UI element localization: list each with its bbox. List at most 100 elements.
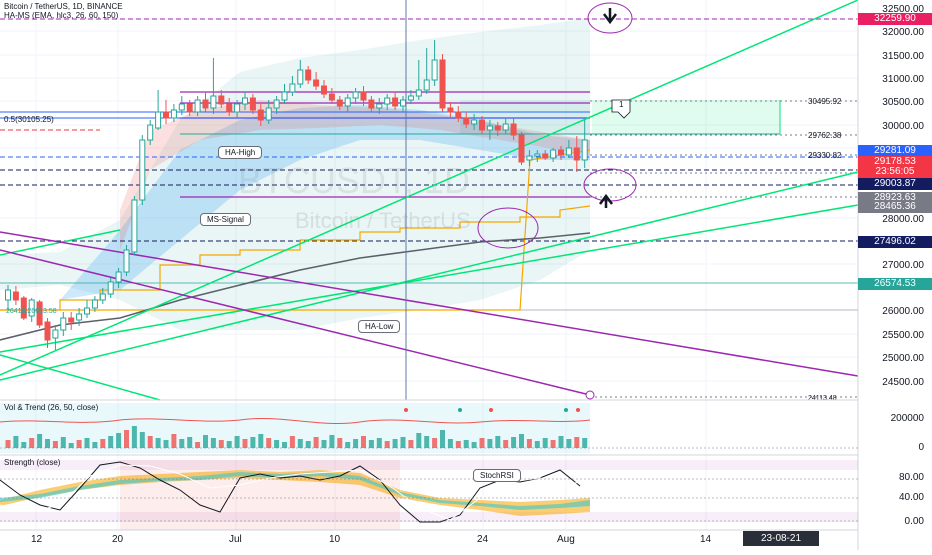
- price-tag: 29281.09: [858, 145, 932, 157]
- volume-bar: [76, 440, 82, 448]
- symbol-title[interactable]: Bitcoin / TetherUS, 1D, BINANCE: [4, 2, 123, 11]
- candle-body: [84, 307, 90, 315]
- price-tag: 27496.02: [858, 236, 932, 248]
- candle-body: [352, 91, 359, 99]
- volume-bar: [163, 440, 169, 448]
- volume-bar: [368, 440, 374, 448]
- strength-panel-title[interactable]: Strength (close): [4, 458, 61, 467]
- candle-body: [400, 99, 406, 107]
- volume-bar: [116, 433, 122, 448]
- candle-body: [581, 139, 588, 161]
- volume-bar: [250, 437, 256, 448]
- candle-body: [115, 271, 122, 283]
- volume-bar: [487, 439, 493, 448]
- indicator-title[interactable]: HA-MS (EMA, hlc3, 26, 60, 150): [4, 11, 119, 20]
- candle-body: [471, 119, 478, 125]
- volume-bar: [289, 436, 295, 448]
- candle-body: [534, 153, 541, 157]
- candle-body: [131, 199, 138, 253]
- date-tick: 14: [700, 534, 712, 545]
- volume-bar: [266, 438, 272, 448]
- dashed-levels: [0, 18, 858, 242]
- candle-body: [147, 124, 154, 141]
- candle-body: [52, 329, 59, 339]
- volume-bar: [511, 437, 517, 448]
- candle-body: [368, 99, 375, 109]
- candle-body: [170, 109, 177, 119]
- date-tick: 12: [31, 534, 43, 545]
- ha-high-callout: HA-High: [218, 146, 263, 159]
- candle-body: [257, 109, 264, 121]
- volume-bar: [463, 440, 469, 448]
- volume-bar: [242, 439, 248, 448]
- strength-panel[interactable]: [0, 460, 858, 530]
- vol-panel[interactable]: [0, 403, 858, 453]
- candle-body: [344, 97, 351, 107]
- candle-body: [234, 103, 241, 113]
- volume-bar: [534, 441, 540, 448]
- strength-tick: 40.00: [898, 492, 924, 503]
- candle-body: [550, 149, 557, 159]
- price-tick: 26000.00: [882, 306, 924, 317]
- candle-body: [107, 281, 114, 295]
- price-tag: 29003.87: [858, 178, 932, 190]
- date-tick: Aug: [557, 534, 575, 545]
- candle-body: [455, 111, 462, 119]
- volume-bar: [84, 438, 90, 448]
- volume-bar: [52, 441, 58, 448]
- candle-body: [447, 107, 454, 113]
- price-tick: 32000.00: [882, 27, 924, 38]
- candle-body: [76, 313, 83, 321]
- candle-value-label: 26419.26613.58: [6, 308, 57, 315]
- volume-bar: [195, 442, 201, 448]
- highlight-ellipse-low: [477, 207, 539, 249]
- candle-body: [384, 97, 391, 105]
- candle-body: [218, 95, 225, 105]
- volume-bar: [171, 434, 177, 448]
- candle-body: [328, 93, 335, 101]
- volume-bar: [282, 442, 287, 448]
- volume-bar: [479, 438, 485, 448]
- volume-bar: [582, 438, 588, 448]
- vol-tick: 200000: [890, 413, 924, 424]
- volume-bar: [345, 442, 351, 448]
- vol-bars: [5, 426, 588, 448]
- vol-panel-title[interactable]: Vol & Trend (26, 50, close): [4, 403, 99, 412]
- price-tag: 26574.53: [858, 278, 932, 290]
- price-tag: 29178.53: [858, 156, 932, 168]
- strength-tick: 0.00: [904, 516, 924, 527]
- volume-bar: [210, 438, 216, 448]
- end-circle: [585, 390, 595, 400]
- price-tag: 23:56:05: [858, 166, 932, 178]
- volume-bar: [558, 436, 564, 448]
- trend-lines: [0, 0, 859, 401]
- candle-body: [297, 69, 304, 85]
- candle-body: [44, 321, 51, 341]
- volume-bar: [447, 439, 453, 448]
- candle-body: [486, 125, 493, 131]
- volume-bar: [37, 434, 43, 448]
- price-tick: 28000.00: [882, 214, 924, 225]
- volume-bar: [297, 439, 303, 448]
- candle-body: [565, 147, 572, 156]
- volume-bar: [519, 434, 524, 448]
- volume-bar: [321, 440, 327, 448]
- ms-signal-callout: MS-Signal: [200, 213, 251, 226]
- volume-bar: [274, 440, 280, 448]
- candle-body: [360, 91, 367, 101]
- watermark-name: Bitcoin / TetherUS: [295, 208, 471, 233]
- level-label-29330: 29330.82: [808, 151, 842, 160]
- stochrsi-callout: StochRSI: [473, 469, 521, 482]
- candle-body: [249, 97, 256, 111]
- volume-bar: [384, 441, 390, 448]
- step-line-upper: [0, 205, 591, 311]
- candle-body: [313, 79, 320, 87]
- volume-bar: [92, 442, 98, 448]
- volume-bar: [416, 433, 422, 448]
- candle-body: [226, 103, 233, 113]
- level-label-29762: 29762.38: [808, 131, 842, 140]
- volume-bar: [124, 430, 129, 448]
- vol-markers: [404, 408, 580, 412]
